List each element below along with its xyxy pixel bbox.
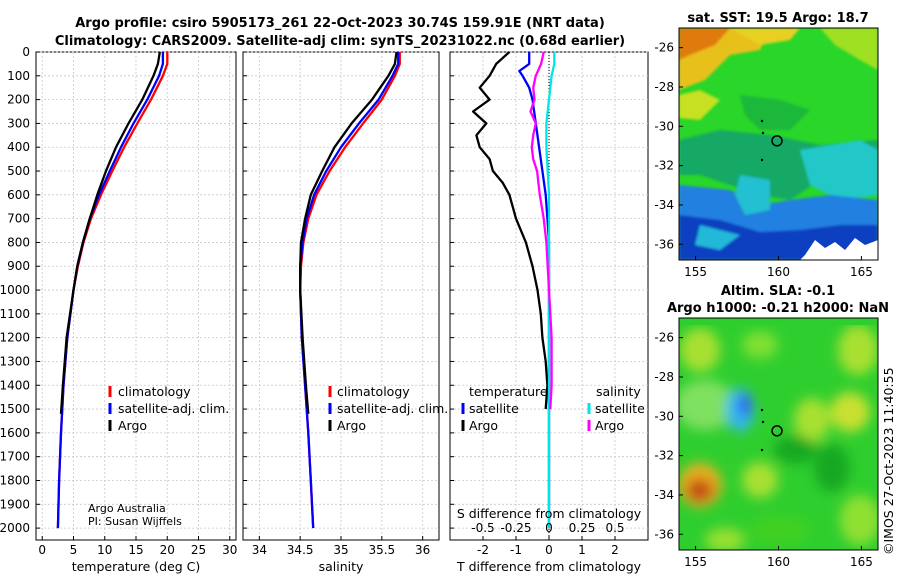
legend-label: Argo (595, 418, 624, 433)
sla-map-xtick-label: 155 (684, 555, 707, 569)
credit-line1: Argo Australia (88, 502, 166, 515)
difference-xtick-label: -1 (510, 543, 522, 557)
sst-map-xtick-label: 155 (684, 265, 707, 279)
salinity-xtick-label: 35.5 (368, 543, 395, 557)
temperature-xtick-label: 0 (38, 543, 46, 557)
salinity-xtick-label: 36 (415, 543, 430, 557)
difference-series-t-argo (471, 51, 549, 410)
difference-xtick-label: 1 (578, 543, 586, 557)
difference-top-tick-label: 0.5 (605, 521, 624, 535)
depth-tick-label: 900 (7, 259, 30, 273)
sst-map-xtick-label: 160 (767, 265, 790, 279)
depth-tick-label: 1000 (0, 283, 30, 297)
figure-title-line2: Climatology: CARS2009. Satellite-adj cli… (55, 34, 625, 49)
legend-label: satellite-adj. clim. (118, 401, 229, 416)
legend-title-salinity: salinity (596, 384, 641, 399)
temperature-legend: climatology satellite-adj. clim. Argo (108, 384, 229, 433)
salinity-xtick-label: 35 (333, 543, 348, 557)
sst-map-ytick-label: -28 (654, 80, 674, 94)
difference-top-tick-label: 0.25 (569, 521, 596, 535)
depth-tick-label: 0 (22, 45, 30, 59)
legend-label: satellite-adj. clim. (337, 401, 448, 416)
sla-map-title-line1: Altim. SLA: -0.1 (721, 284, 835, 299)
temperature-xlabel: temperature (deg C) (72, 559, 201, 574)
figure-title-line1: Argo profile: csiro 5905173_261 22-Oct-2… (75, 16, 605, 31)
difference-xtick-label: 2 (611, 543, 619, 557)
legend-label: climatology (337, 384, 410, 399)
depth-tick-label: 700 (7, 212, 30, 226)
difference-top-tick-label: -0.5 (471, 521, 494, 535)
legend-label: climatology (118, 384, 191, 399)
difference-top-xlabel: S difference from climatology (457, 506, 642, 521)
salinity-xtick-label: 34.5 (287, 543, 314, 557)
legend-title-temperature: temperature (469, 384, 548, 399)
sst-map-xtick-label: 165 (850, 265, 873, 279)
difference-xtick-label: -2 (477, 543, 489, 557)
depth-tick-label: 100 (7, 69, 30, 83)
temperature-xtick-label: 25 (191, 543, 206, 557)
sla-map-title-line2: Argo h1000: -0.21 h2000: NaN (667, 301, 889, 316)
sst-map-argo-marker (771, 135, 783, 147)
sst-map-ytick-label: -32 (654, 159, 674, 173)
depth-tick-label: 1500 (0, 402, 30, 416)
sst-map-ytick-label: -30 (654, 119, 674, 133)
difference-legend: temperature satellite Argo salinity sate… (461, 384, 645, 433)
temperature-xtick-label: 5 (70, 543, 78, 557)
difference-series-s-argo (529, 51, 553, 410)
depth-tick-label: 200 (7, 93, 30, 107)
temperature-series-argo (59, 51, 161, 414)
temperature-xtick-label: 15 (128, 543, 143, 557)
legend-label: satellite (595, 401, 645, 416)
depth-tick-label: 1900 (0, 497, 30, 511)
depth-tick-label: 400 (7, 140, 30, 154)
sst-map-image (679, 28, 878, 260)
salinity-legend: climatology satellite-adj. clim. Argo (328, 384, 448, 433)
sla-map-ytick-label: -26 (654, 331, 674, 345)
sla-map-xtick-label: 160 (767, 555, 790, 569)
depth-tick-label: 500 (7, 164, 30, 178)
depth-tick-label: 1700 (0, 450, 30, 464)
credit-line2: PI: Susan Wijffels (88, 515, 182, 528)
sla-map-xtick-label: 165 (850, 555, 873, 569)
sla-map-ytick-label: -32 (654, 449, 674, 463)
legend-label: Argo (337, 418, 366, 433)
sla-map-argo-marker (771, 425, 783, 437)
depth-tick-label: 1300 (0, 354, 30, 368)
difference-top-tick-label: 0 (545, 521, 553, 535)
depth-tick-label: 300 (7, 116, 30, 130)
sla-map-ytick-label: -34 (654, 488, 674, 502)
sst-map-title: sat. SST: 19.5 Argo: 18.7 (687, 11, 868, 26)
sst-map-ytick-label: -34 (654, 198, 674, 212)
timestamp: ©IMOS 27-Oct-2023 11:40:55 (881, 367, 896, 555)
difference-xtick-label: 0 (545, 543, 553, 557)
depth-tick-label: 1600 (0, 426, 30, 440)
sla-map-image (679, 318, 878, 550)
legend-label: Argo (469, 418, 498, 433)
difference-top-tick-label: -0.25 (500, 521, 531, 535)
sla-map-ytick-label: -30 (654, 409, 674, 423)
depth-tick-label: 1800 (0, 473, 30, 487)
sst-map-ytick-label: -26 (654, 41, 674, 55)
salinity-xtick-label: 34 (252, 543, 267, 557)
temperature-xtick-label: 20 (160, 543, 175, 557)
legend-label: satellite (469, 401, 519, 416)
difference-series-s-satellite (545, 52, 556, 529)
temperature-xtick-label: 10 (97, 543, 112, 557)
depth-tick-label: 1200 (0, 331, 30, 345)
temperature-xtick-label: 30 (222, 543, 237, 557)
sla-map-ytick-label: -36 (654, 527, 674, 541)
depth-tick-label: 1100 (0, 307, 30, 321)
sla-map-ytick-label: -28 (654, 370, 674, 384)
salinity-xlabel: salinity (319, 559, 364, 574)
depth-tick-label: 600 (7, 188, 30, 202)
legend-label: Argo (118, 418, 147, 433)
sst-map-ytick-label: -36 (654, 237, 674, 251)
salinity-series-argo (299, 51, 398, 414)
depth-tick-label: 800 (7, 235, 30, 249)
depth-tick-label: 1400 (0, 378, 30, 392)
difference-xlabel: T difference from climatology (456, 559, 642, 574)
depth-tick-label: 2000 (0, 521, 30, 535)
